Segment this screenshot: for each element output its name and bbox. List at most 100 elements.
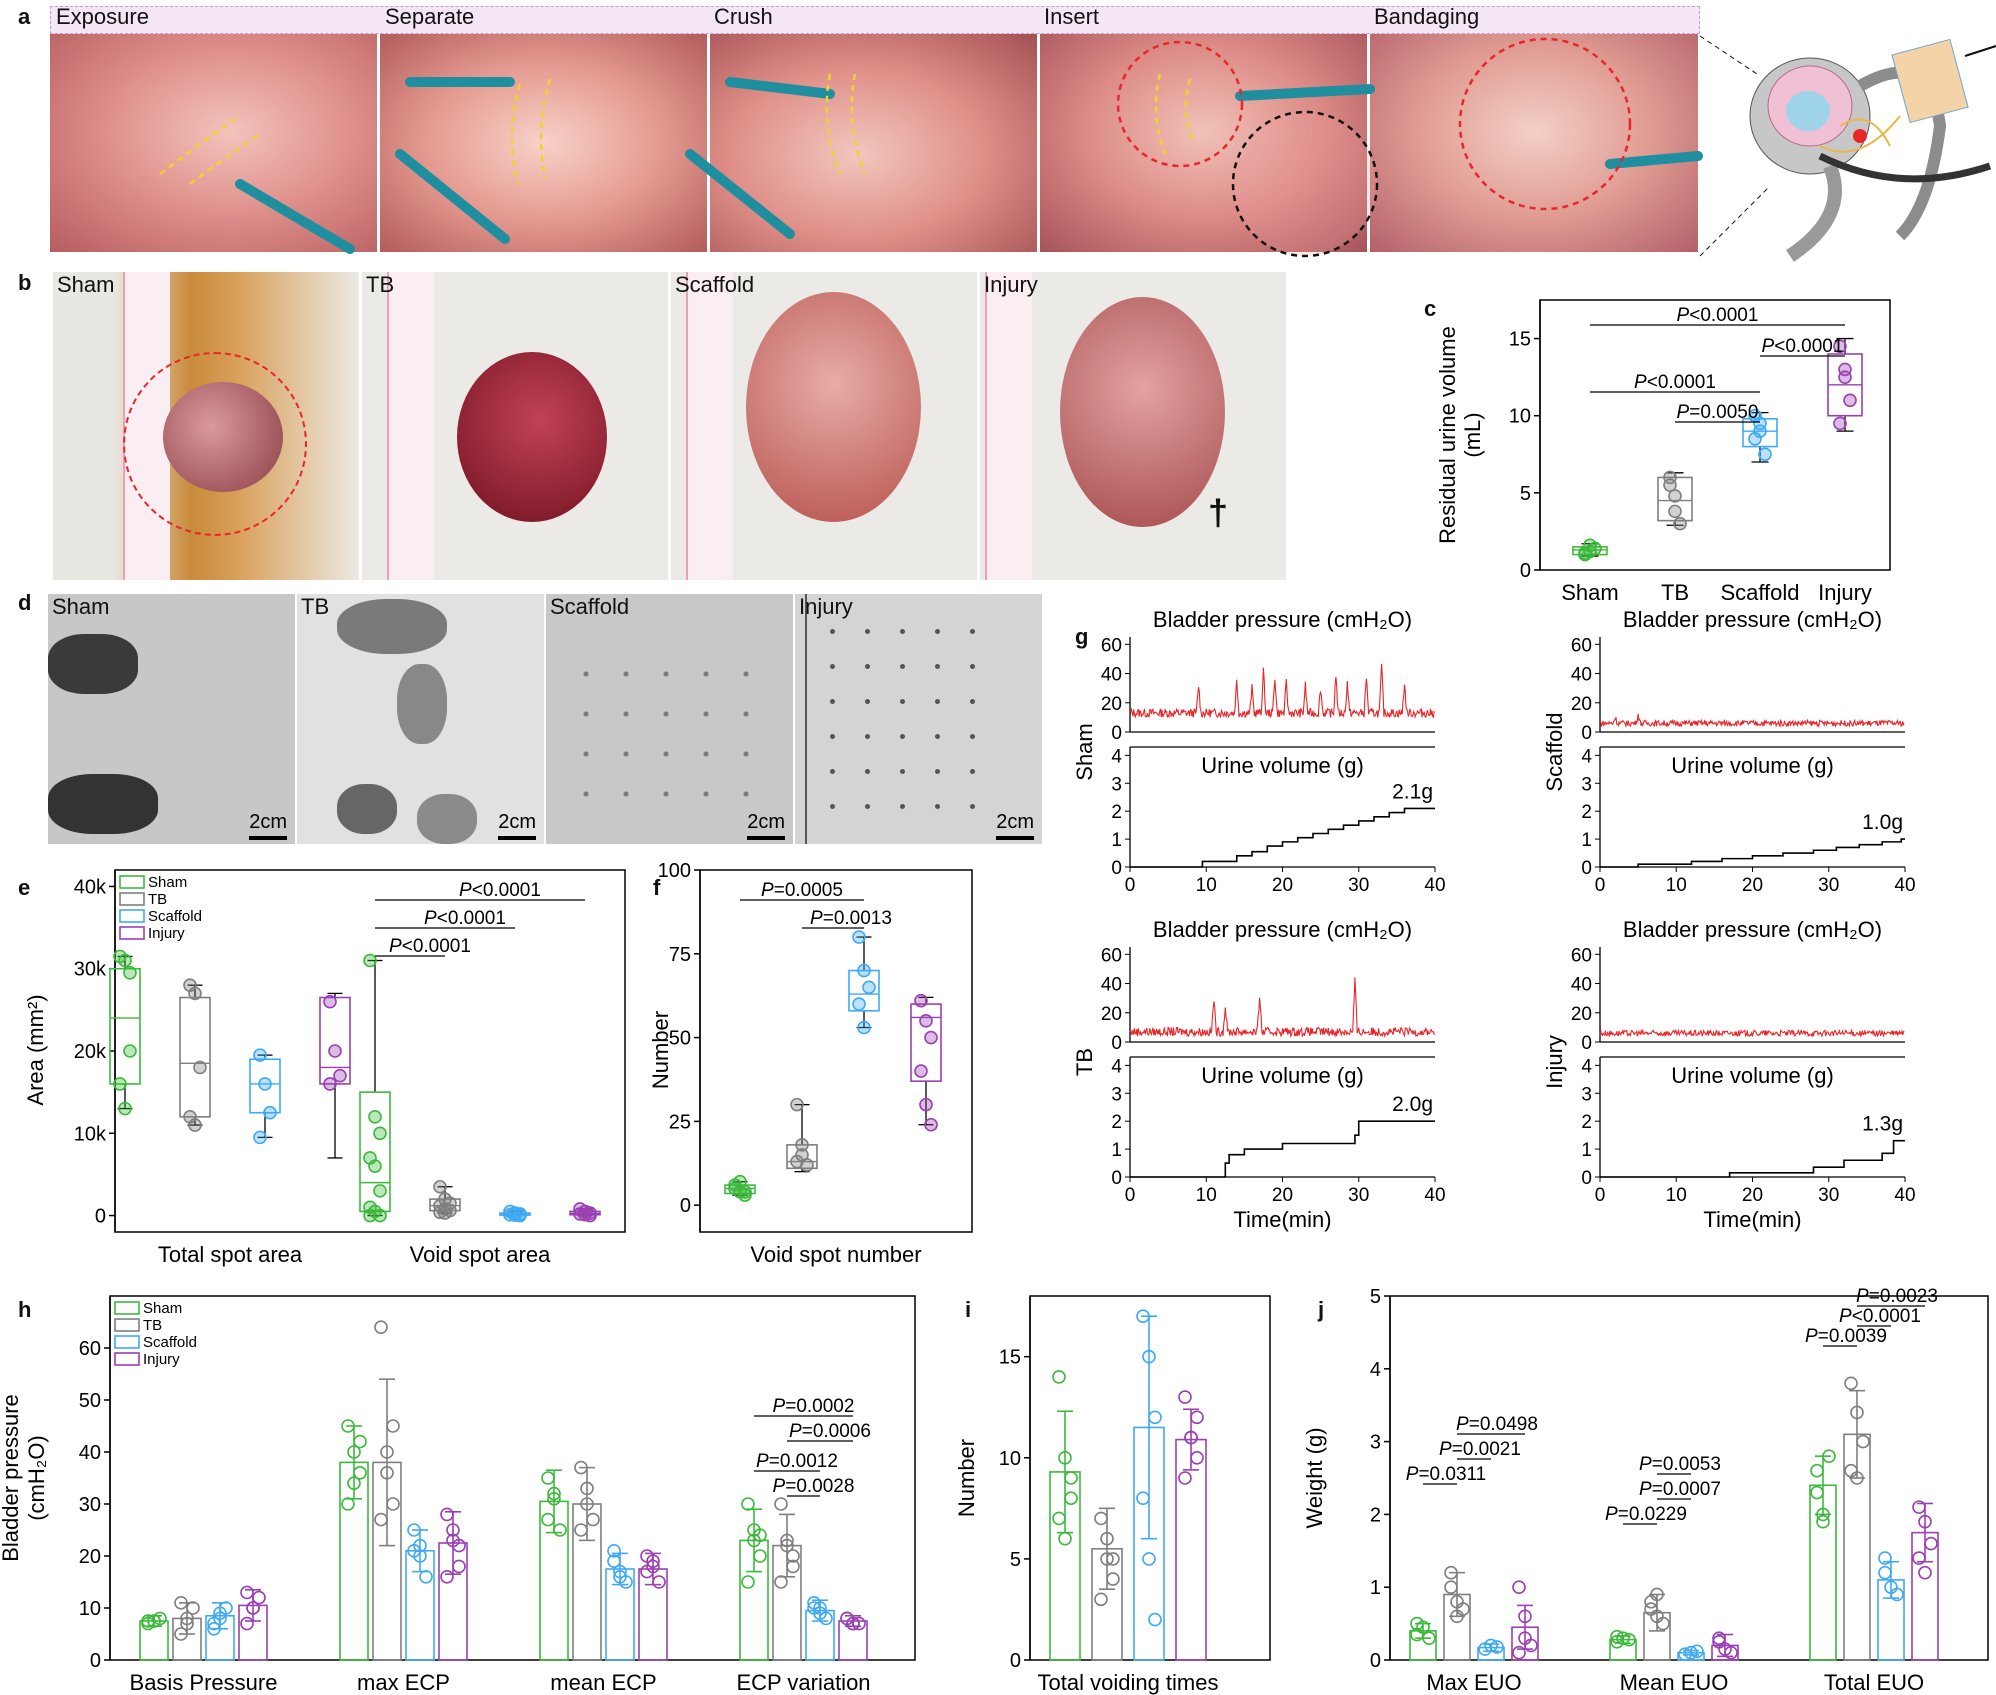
c-x-tick-label: Injury	[1818, 580, 1872, 605]
j-point	[1684, 1645, 1698, 1660]
j-point	[1878, 1565, 1892, 1580]
g-volume-tick-label: 4	[1581, 746, 1592, 767]
e-legend-label: Scaffold	[148, 908, 202, 925]
h-p-value: P=0.0006	[789, 1421, 871, 1442]
i-point	[1106, 1552, 1120, 1566]
g-x-tick-label: 40	[1894, 875, 1915, 896]
g-volume-tick-label: 4	[1581, 1056, 1592, 1077]
h-point	[347, 1476, 361, 1490]
h-legend-label: Scaffold	[143, 1334, 197, 1351]
g-pressure-tick-label: 0	[1581, 723, 1592, 744]
c-scaffold-point	[1758, 447, 1772, 462]
j-point	[1656, 1616, 1670, 1631]
h-point	[774, 1575, 788, 1589]
g-volume-tick-label: 1	[1581, 830, 1592, 851]
surgery-photo-insert	[1040, 34, 1367, 252]
h-point	[541, 1471, 555, 1485]
i-point	[1136, 1309, 1150, 1324]
f-injury-point	[919, 1097, 933, 1112]
g-pressure-tick-label: 60	[1571, 635, 1592, 656]
panel-g-letter: g	[1075, 624, 1089, 649]
f-tb-point	[795, 1148, 809, 1162]
g-pressure-tick-label: 0	[1581, 1033, 1592, 1054]
i-point	[1184, 1430, 1198, 1445]
g-x-tick-label: 40	[1894, 1185, 1915, 1206]
h-point	[252, 1590, 266, 1605]
j-p-value: P=0.0498	[1456, 1414, 1538, 1435]
surgery-photo-separate	[380, 34, 707, 252]
e-tb-point	[438, 1206, 452, 1220]
g-final-volume: 1.0g	[1862, 811, 1903, 834]
h-y-tick-label: 20	[79, 1546, 101, 1568]
h-point	[413, 1538, 427, 1553]
e-y-tick-label: 40k	[74, 876, 107, 898]
j-p-value: P=0.0007	[1639, 1479, 1721, 1500]
h-point	[446, 1523, 460, 1537]
i-point	[1100, 1552, 1114, 1566]
g-volume-tick-label: 4	[1111, 746, 1122, 767]
j-p-value: P=0.0039	[1805, 1326, 1887, 1347]
c-ylabel: (mL)	[1460, 412, 1485, 457]
h-point	[207, 1621, 221, 1636]
h-x-group-label: Basis Pressure	[130, 1670, 278, 1695]
g-x-tick-label: 10	[1196, 875, 1217, 896]
j-point	[1610, 1629, 1624, 1644]
i-point	[1052, 1511, 1066, 1526]
e-sham-point	[118, 1101, 132, 1116]
g-volume-tick-label: 1	[1111, 1140, 1122, 1161]
f-p-value: P=0.0013	[810, 908, 892, 929]
h-point	[246, 1601, 260, 1615]
j-point	[1924, 1536, 1938, 1551]
i-point	[1094, 1592, 1108, 1607]
i-point	[1190, 1410, 1204, 1425]
j-x-group-label: Max EUO	[1426, 1670, 1521, 1695]
c-ylabel: Residual urine volume	[1435, 326, 1460, 544]
j-point	[1912, 1500, 1926, 1514]
bandaging-red-circle	[1458, 37, 1632, 211]
j-point	[1444, 1565, 1458, 1580]
surgery-photo-exposure	[50, 34, 377, 252]
j-point	[1816, 1514, 1830, 1529]
step-label-crush: Crush	[714, 4, 773, 29]
bladder-shape	[746, 292, 921, 522]
f-tb-point	[795, 1138, 809, 1152]
step-label-insert: Insert	[1044, 4, 1100, 29]
f-injury-point	[914, 993, 928, 1008]
j-x-group-label: Total EUO	[1824, 1670, 1924, 1695]
g-volume-tick-label: 0	[1581, 858, 1592, 879]
i-y-tick-label: 0	[1010, 1650, 1021, 1672]
panel-b-letter: b	[18, 270, 32, 295]
h-point	[374, 1320, 388, 1335]
e-tb-point	[188, 1118, 202, 1132]
h-x-group-label: max ECP	[357, 1670, 450, 1695]
h-point	[386, 1419, 400, 1433]
c-x-tick-label: Sham	[1561, 580, 1618, 605]
j-point	[1844, 1376, 1858, 1391]
j-point	[1444, 1580, 1458, 1595]
i-point	[1064, 1471, 1078, 1485]
h-y-tick-label: 60	[79, 1338, 101, 1360]
g-pressure-tick-label: 20	[1101, 694, 1122, 715]
h-ylabel: Bladder pressure	[0, 1394, 23, 1562]
h-ylabel: (cmH₂O)	[24, 1435, 49, 1521]
c-y-tick-label: 10	[1509, 406, 1531, 428]
g-pressure-tick-label: 60	[1101, 635, 1122, 656]
f-sham-point	[738, 1184, 752, 1199]
panel-c-letter: c	[1424, 296, 1437, 321]
j-point	[1850, 1471, 1864, 1485]
scale-bar: 2cm	[747, 811, 785, 840]
g-x-tick-label: 20	[1742, 1185, 1763, 1206]
h-point	[547, 1486, 561, 1501]
e-tb-point	[433, 1205, 447, 1220]
e-injury-point	[328, 1044, 342, 1058]
g-pressure-tick-label: 40	[1571, 975, 1592, 996]
h-point	[813, 1601, 827, 1615]
g-pressure-trace	[1129, 663, 1435, 719]
e-legend-label: TB	[148, 891, 167, 908]
c-tb-point	[1668, 489, 1682, 503]
e-scaffold-point	[513, 1208, 527, 1223]
h-point	[580, 1481, 594, 1496]
e-tb-box	[179, 996, 211, 1118]
f-injury-point	[919, 1014, 933, 1028]
